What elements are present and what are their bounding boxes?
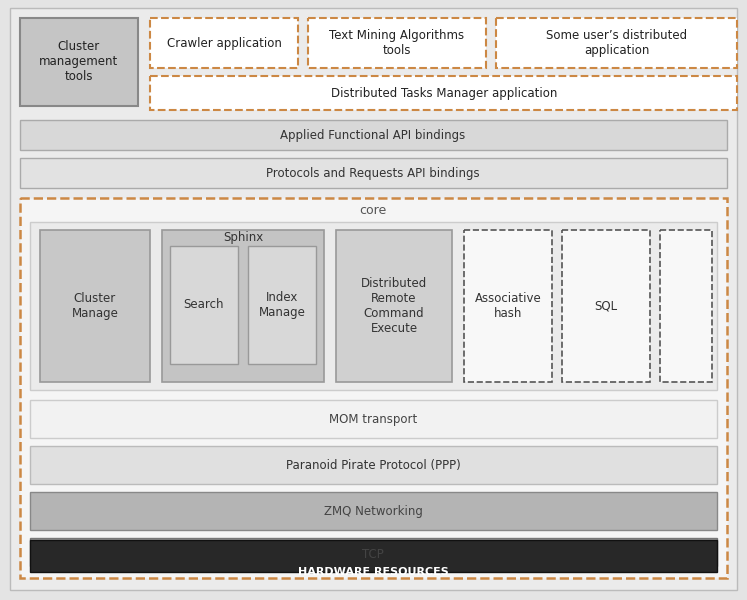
Text: TCP: TCP xyxy=(362,547,384,560)
Bar xyxy=(30,540,717,572)
Bar xyxy=(20,120,727,150)
Text: Applied Functional API bindings: Applied Functional API bindings xyxy=(280,128,465,142)
Bar xyxy=(336,230,452,382)
Bar xyxy=(30,538,717,566)
Text: Protocols and Requests API bindings: Protocols and Requests API bindings xyxy=(266,166,480,179)
Bar xyxy=(40,230,150,382)
Text: Paranoid Pirate Protocol (PPP): Paranoid Pirate Protocol (PPP) xyxy=(285,458,460,472)
Text: Crawler application: Crawler application xyxy=(167,37,282,49)
Bar xyxy=(150,18,298,68)
Text: Sphinx: Sphinx xyxy=(223,230,263,244)
Bar xyxy=(20,198,727,578)
Bar xyxy=(20,158,727,188)
Text: ZMQ Networking: ZMQ Networking xyxy=(323,505,423,517)
Bar xyxy=(170,246,238,364)
Text: Some user’s distributed
application: Some user’s distributed application xyxy=(547,29,687,57)
Text: MOM transport: MOM transport xyxy=(329,413,417,425)
Text: Distributed Tasks Manager application: Distributed Tasks Manager application xyxy=(331,86,557,100)
Bar xyxy=(30,400,717,438)
Text: SQL: SQL xyxy=(595,299,618,313)
Bar xyxy=(162,230,324,382)
Bar xyxy=(496,18,737,68)
Bar xyxy=(562,230,650,382)
Bar xyxy=(660,230,712,382)
Text: Search: Search xyxy=(184,298,224,311)
Bar xyxy=(308,18,486,68)
Text: Distributed
Remote
Command
Execute: Distributed Remote Command Execute xyxy=(361,277,427,335)
Text: Cluster
Manage: Cluster Manage xyxy=(72,292,119,320)
Bar xyxy=(248,246,316,364)
Bar xyxy=(30,222,717,390)
Text: Index
Manage: Index Manage xyxy=(258,291,306,319)
Text: Text Mining Algorithms
tools: Text Mining Algorithms tools xyxy=(329,29,465,57)
Bar xyxy=(150,76,737,110)
Text: Associative
hash: Associative hash xyxy=(474,292,542,320)
Bar xyxy=(20,18,138,106)
Text: core: core xyxy=(359,205,387,217)
Bar xyxy=(30,492,717,530)
Bar xyxy=(464,230,552,382)
Bar xyxy=(30,446,717,484)
Text: HARDWARE RESOURCES: HARDWARE RESOURCES xyxy=(297,567,448,577)
Text: Cluster
management
tools: Cluster management tools xyxy=(40,40,119,83)
